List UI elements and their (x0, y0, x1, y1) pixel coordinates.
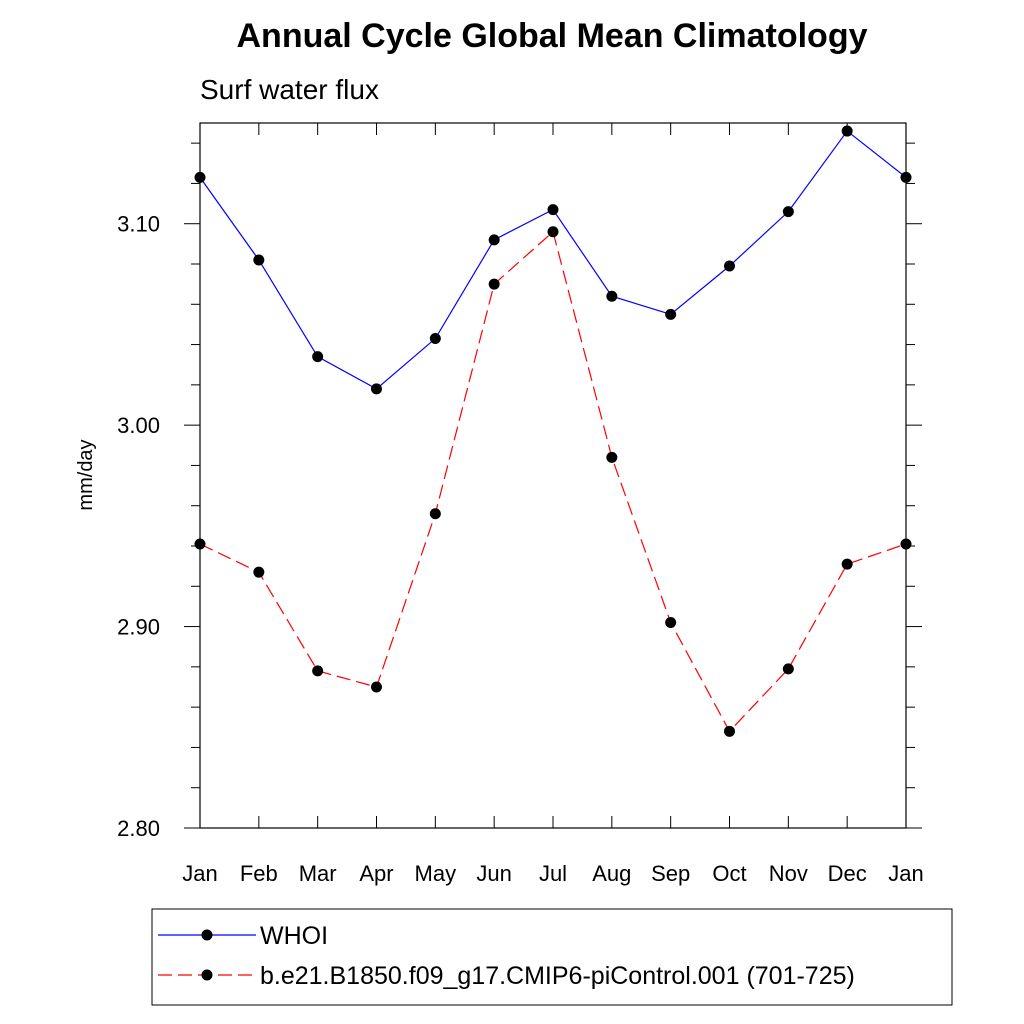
x-tick-label: Mar (299, 861, 337, 886)
x-tick-label: Nov (769, 861, 808, 886)
data-point (724, 260, 735, 272)
data-point (900, 538, 912, 550)
y-tick-label: 2.90 (117, 615, 160, 640)
legend-marker-0 (201, 929, 213, 941)
x-tick-label: Jul (539, 861, 567, 886)
x-tick-label: Dec (828, 861, 867, 886)
y-axis-label: mm/day (75, 439, 97, 510)
data-point (194, 538, 206, 550)
chart-subtitle: Surf water flux (200, 74, 379, 105)
x-tick-label: May (415, 861, 457, 886)
data-point (194, 171, 206, 183)
data-point (312, 351, 324, 363)
data-point (547, 204, 559, 216)
data-point (724, 725, 735, 737)
data-point (782, 206, 794, 218)
x-tick-label: Sep (651, 861, 690, 886)
data-point (665, 308, 677, 320)
x-tick-label: Jan (888, 861, 923, 886)
plot-axes: Jan Feb Mar Apr May Jun Jul Aug Sep Oct Nov Dec Jan 2… (117, 122, 924, 886)
legend-label-1: b.e21.B1850.f09_g17.CMIP6-piControl.001 … (260, 962, 855, 990)
data-point (253, 254, 265, 266)
legend-label-0: WHOI (260, 922, 328, 950)
data-point (371, 383, 382, 395)
x-tick-label: Aug (592, 861, 631, 886)
data-point (488, 278, 500, 290)
data-point (253, 566, 265, 578)
series-line-0 (199, 130, 907, 390)
series-line-1 (199, 230, 907, 733)
data-point (371, 681, 382, 693)
legend-marker-1 (201, 969, 213, 981)
data-point (429, 333, 441, 345)
data-point (547, 226, 559, 238)
x-tick-label: Jan (182, 861, 217, 886)
x-tick-label: Oct (712, 861, 746, 886)
data-point (488, 234, 500, 246)
series-layer (194, 125, 912, 737)
x-tick-label: Apr (359, 861, 393, 886)
legend: WHOI b.e21.B1850.f09_g17.CMIP6-piControl.… (151, 908, 953, 1006)
x-tick-label: Feb (240, 861, 278, 886)
y-tick-label: 3.10 (117, 212, 160, 237)
data-point (312, 665, 324, 677)
data-point (665, 617, 677, 629)
data-point (900, 171, 912, 183)
y-tick-label: 2.80 (117, 816, 160, 841)
data-point (841, 558, 853, 570)
data-point (841, 125, 853, 137)
data-point (782, 663, 794, 675)
chart-title: Annual Cycle Global Mean Climatology (237, 17, 868, 55)
data-point (606, 290, 618, 302)
data-point (606, 451, 618, 463)
legend-box (151, 908, 953, 1006)
x-tick-label: Jun (476, 861, 511, 886)
data-point (429, 508, 441, 520)
y-tick-label: 3.00 (117, 413, 160, 438)
